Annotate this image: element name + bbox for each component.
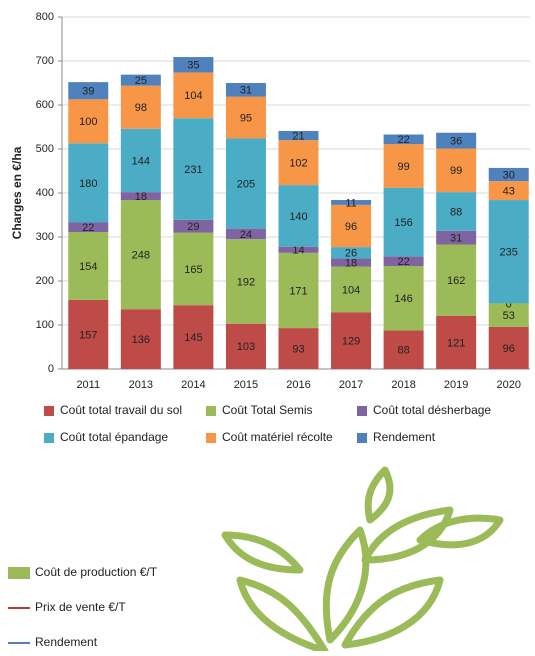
data-label: 26 — [345, 248, 357, 260]
y-tick-label: 100 — [36, 319, 54, 331]
data-label: 180 — [79, 178, 97, 190]
data-label: 39 — [82, 86, 94, 98]
chart: Charges en €/ha 0 100 200 300 400 500 600 700 80… — [0, 0, 535, 651]
data-label: 157 — [79, 329, 97, 341]
legend-swatch — [44, 433, 54, 443]
data-label: 104 — [184, 90, 202, 102]
data-label: 144 — [132, 155, 150, 167]
x-tick-label: 2019 — [444, 379, 468, 391]
data-label: 96 — [503, 343, 515, 355]
data-label: 145 — [184, 332, 202, 344]
data-label: 31 — [450, 233, 462, 245]
data-label: 171 — [289, 285, 307, 297]
data-label: 235 — [500, 247, 518, 259]
data-label: 102 — [289, 158, 307, 170]
legend-swatch — [8, 567, 30, 579]
data-label: 231 — [184, 164, 202, 176]
data-label: 136 — [132, 334, 150, 346]
data-label: 36 — [450, 136, 462, 148]
data-label: 35 — [187, 60, 199, 72]
data-label: 162 — [447, 275, 465, 287]
data-label: 30 — [503, 169, 515, 181]
y-tick-label: 500 — [36, 143, 54, 155]
legend-swatch — [206, 433, 216, 443]
x-tick-label: 2020 — [496, 379, 520, 391]
data-label: 154 — [79, 261, 97, 273]
data-label: 99 — [397, 161, 409, 173]
data-label: 248 — [132, 250, 150, 262]
data-label: 99 — [450, 165, 462, 177]
data-label: 88 — [397, 345, 409, 357]
legend-label: Prix de vente €/T — [35, 600, 126, 614]
data-label: 21 — [292, 130, 304, 142]
y-tick-label: 700 — [36, 55, 54, 67]
legend-label: Rendement — [35, 635, 98, 649]
data-label: 129 — [342, 336, 360, 348]
y-tick-label: 300 — [36, 231, 54, 243]
data-label: 25 — [135, 75, 147, 87]
legend-label: Coût total travail du sol — [60, 403, 182, 417]
y-tick-label: 800 — [36, 11, 54, 23]
data-label: 104 — [342, 284, 360, 296]
data-label: 100 — [79, 116, 97, 128]
data-label: 165 — [184, 264, 202, 276]
y-tick-label: 600 — [36, 99, 54, 111]
data-label: 192 — [237, 276, 255, 288]
data-label: 53 — [503, 310, 515, 322]
x-tick-label: 2013 — [129, 379, 153, 391]
y-tick-label: 0 — [48, 363, 54, 375]
data-label: 146 — [394, 293, 412, 305]
data-label: 22 — [397, 256, 409, 268]
data-label: 96 — [345, 221, 357, 233]
x-tick-label: 2015 — [234, 379, 258, 391]
data-label: 88 — [450, 206, 462, 218]
data-label: 98 — [135, 102, 147, 114]
data-label: 93 — [292, 343, 304, 355]
legend-label: Coût de production €/T — [35, 565, 158, 579]
legend-label: Coût Total Semis — [222, 403, 313, 417]
legend-swatch — [206, 406, 216, 416]
x-tick-label: 2016 — [286, 379, 310, 391]
data-label: 24 — [240, 229, 252, 241]
data-label: 22 — [82, 222, 94, 234]
data-label: 18 — [135, 191, 147, 203]
x-tick-label: 2014 — [181, 379, 205, 391]
legend-label: Coût total épandage — [60, 430, 168, 444]
data-label: 31 — [240, 85, 252, 97]
data-label: 22 — [397, 134, 409, 146]
data-label: 205 — [237, 178, 255, 190]
legend-label: Rendement — [373, 430, 436, 444]
x-tick-label: 2018 — [391, 379, 415, 391]
y-axis-label: Charges en €/ha — [10, 146, 24, 239]
data-label: 140 — [289, 211, 307, 223]
y-tick-label: 200 — [36, 275, 54, 287]
data-label: 121 — [447, 337, 465, 349]
legend-label: Coût total désherbage — [373, 403, 491, 417]
logo — [225, 470, 500, 651]
x-tick-label: 2011 — [76, 379, 100, 391]
y-tick-label: 400 — [36, 187, 54, 199]
data-label: 95 — [240, 112, 252, 124]
data-label: 103 — [237, 341, 255, 353]
data-label: 156 — [394, 217, 412, 229]
data-label: 43 — [503, 185, 515, 197]
legend-label: Coût matériel récolte — [222, 430, 333, 444]
legend-swatch — [44, 406, 54, 416]
data-label: 11 — [345, 197, 356, 209]
x-tick-label: 2017 — [339, 379, 363, 391]
data-label: 29 — [187, 221, 199, 233]
legend-swatch — [357, 433, 367, 443]
legend-swatch — [357, 406, 367, 416]
